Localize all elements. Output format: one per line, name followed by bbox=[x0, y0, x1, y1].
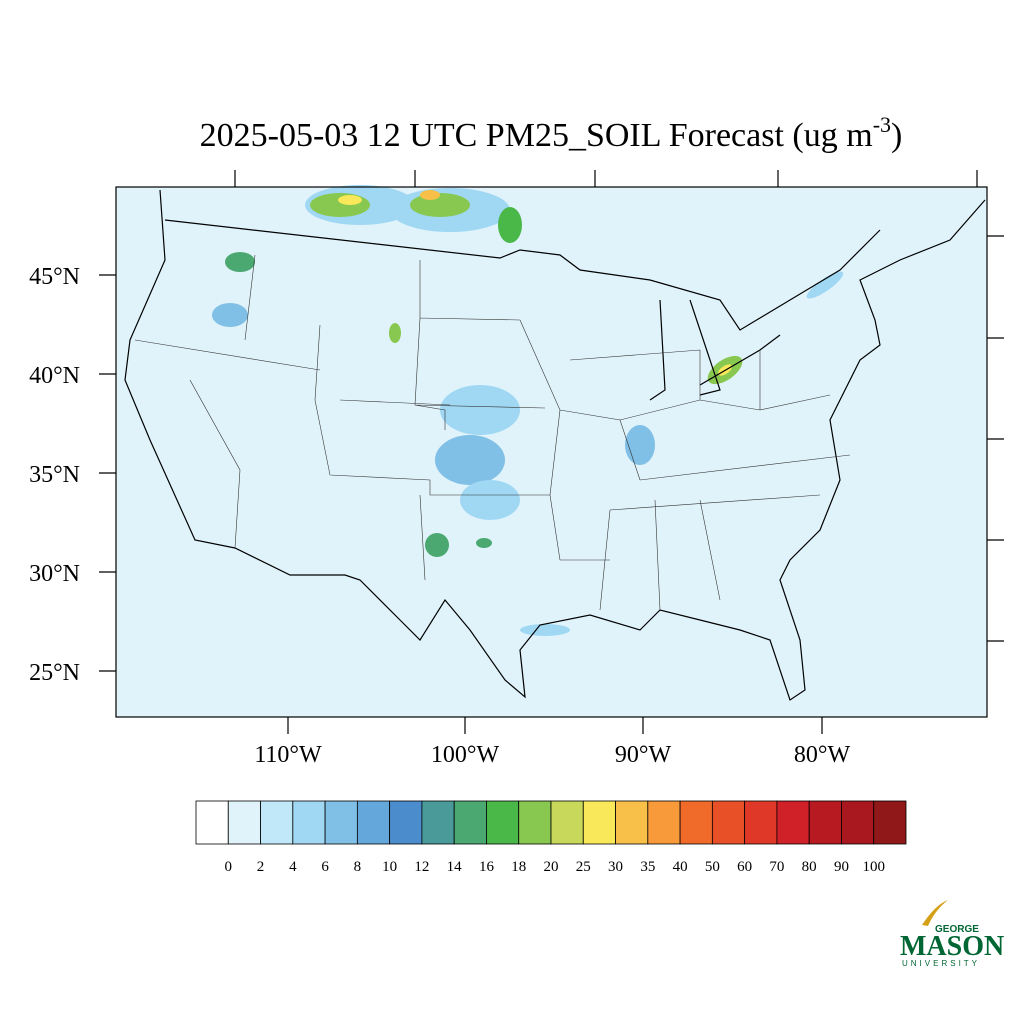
colorbar-label: 90 bbox=[834, 859, 849, 875]
colorbar-box bbox=[615, 800, 649, 845]
logo-swoosh bbox=[922, 900, 948, 926]
lat-label: 40°N bbox=[29, 363, 80, 389]
colorbar-box bbox=[227, 800, 261, 845]
frame-ticks bbox=[234, 170, 1004, 642]
colorbar-box bbox=[421, 800, 455, 845]
colorbar-box bbox=[841, 800, 875, 845]
colorbar-box bbox=[550, 800, 584, 845]
lon-label: 110°W bbox=[254, 742, 322, 768]
lat-label: 35°N bbox=[29, 462, 80, 488]
colorbar-box bbox=[776, 800, 810, 845]
colorbar-label: 80 bbox=[802, 859, 817, 875]
logo-name: MASON bbox=[900, 931, 1004, 962]
colorbar-box bbox=[808, 800, 842, 845]
colorbar-label: 16 bbox=[479, 859, 495, 875]
colorbar-label: 40 bbox=[673, 859, 688, 875]
colorbar-box bbox=[518, 800, 552, 845]
map bbox=[115, 170, 1004, 718]
colorbar-box bbox=[647, 800, 681, 845]
lon-label: 90°W bbox=[615, 742, 672, 768]
colorbar-label: 70 bbox=[769, 859, 784, 875]
title-main: 2025-05-03 12 UTC PM25_SOIL Forecast (ug… bbox=[200, 117, 873, 154]
map-frame bbox=[115, 186, 988, 718]
colorbar-box bbox=[582, 800, 616, 845]
colorbar-label: 8 bbox=[354, 859, 362, 875]
title-end: ) bbox=[891, 117, 902, 154]
colorbar-box bbox=[292, 800, 326, 845]
colorbar-label: 50 bbox=[705, 859, 720, 875]
title: 2025-05-03 12 UTC PM25_SOIL Forecast (ug… bbox=[200, 112, 903, 154]
colorbar-label: 18 bbox=[511, 859, 526, 875]
colorbar-label: 10 bbox=[382, 859, 397, 875]
colorbar-label: 20 bbox=[544, 859, 559, 875]
lat-label: 30°N bbox=[29, 561, 80, 587]
title-superscript: -3 bbox=[873, 112, 891, 137]
colorbar-label: 30 bbox=[608, 859, 623, 875]
colorbar-label: 2 bbox=[257, 859, 265, 875]
colorbar-box bbox=[195, 800, 229, 845]
lat-label: 45°N bbox=[29, 264, 80, 290]
lon-label: 100°W bbox=[431, 742, 500, 768]
colorbar-label: 0 bbox=[225, 859, 233, 875]
colorbar-label: 4 bbox=[289, 859, 297, 875]
logo: GEORGE MASON UNIVERSITY bbox=[900, 900, 1004, 968]
state-lines bbox=[134, 254, 851, 611]
colorbar-box bbox=[260, 800, 294, 845]
colorbar-box bbox=[711, 800, 746, 845]
logo-bottom: UNIVERSITY bbox=[902, 959, 980, 968]
colorbar-label: 60 bbox=[737, 859, 752, 875]
colorbar-box bbox=[486, 800, 520, 845]
colorbar-label: 35 bbox=[640, 859, 655, 875]
lon-label: 80°W bbox=[794, 742, 851, 768]
colorbar-label: 25 bbox=[576, 859, 591, 875]
colorbar-box bbox=[324, 800, 358, 845]
logo-top: GEORGE bbox=[935, 924, 979, 935]
colorbar-box bbox=[453, 800, 487, 845]
colorbar-label: 14 bbox=[447, 859, 463, 875]
colorbar-box bbox=[873, 800, 907, 845]
lat-label: 25°N bbox=[29, 660, 80, 686]
colorbar-label: 12 bbox=[414, 859, 429, 875]
colorbar-label: 6 bbox=[321, 859, 329, 875]
colorbar-box bbox=[679, 800, 713, 845]
colorbar-label: 100 bbox=[862, 859, 885, 875]
colorbar-box bbox=[356, 800, 391, 845]
colorbar-box bbox=[389, 800, 423, 845]
plumes bbox=[212, 185, 844, 636]
colorbar-box bbox=[744, 800, 778, 845]
